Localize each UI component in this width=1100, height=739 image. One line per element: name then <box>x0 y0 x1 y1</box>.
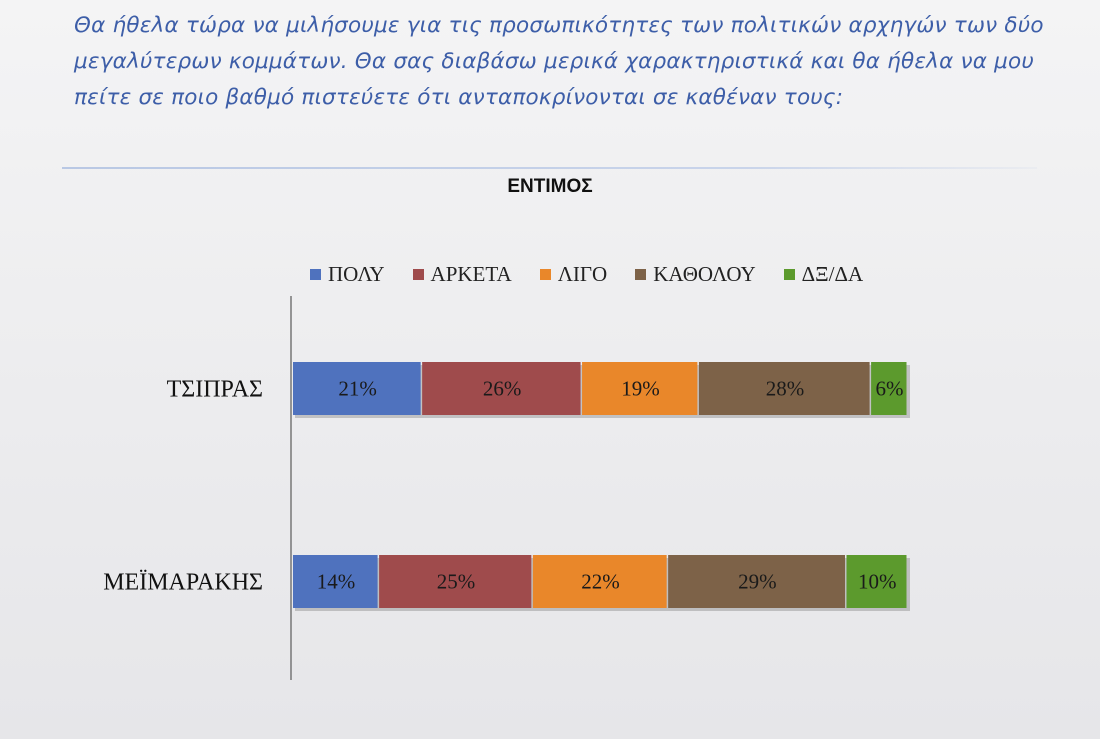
bar-segment <box>846 555 907 608</box>
bar-value-label: 26% <box>483 377 522 401</box>
question-text: Θα ήθελα τώρα να μιλήσουμε για τις προσω… <box>74 13 1044 110</box>
bar-value-label: 6% <box>876 377 904 401</box>
legend-swatch <box>310 269 321 280</box>
bar-value-label: 21% <box>338 377 377 401</box>
bar-value-label: 19% <box>621 377 660 401</box>
bar-segment <box>293 362 421 415</box>
legend-label: ΚΑΘΟΛΟΥ <box>653 262 756 286</box>
legend-swatch <box>783 269 795 280</box>
legend-swatch <box>635 269 647 280</box>
bar-value-label: 14% <box>317 570 356 594</box>
bar-segment <box>668 555 845 608</box>
legend-item-2: ΑΡΚΕΤΑ <box>412 262 512 287</box>
bar-segment <box>871 362 907 415</box>
category-label: ΜΕΪΜΑΡΑΚΗΣ <box>103 570 263 596</box>
bar-segment <box>422 362 581 415</box>
bar-segment <box>532 555 667 608</box>
legend-label: ΔΞ/ΔΑ <box>801 262 864 286</box>
chart-title: ΕΝΤΙΜΟΣ <box>507 176 593 197</box>
bar-value-label: 25% <box>437 570 476 594</box>
bar-value-label: 10% <box>858 570 897 594</box>
bar-value-label: 28% <box>766 377 805 401</box>
legend-swatch <box>412 269 424 280</box>
bar-segment <box>698 362 870 415</box>
legend-swatch <box>539 269 551 280</box>
bar-segment <box>379 555 532 608</box>
header-divider <box>62 167 1037 169</box>
legend-item-5: ΔΞ/ΔΑ <box>783 262 864 287</box>
bar-value-label: 29% <box>738 570 777 594</box>
bar-value-label: 22% <box>581 570 620 594</box>
bar-segment <box>293 555 378 608</box>
legend-item-4: ΚΑΘΟΛΟΥ <box>635 262 756 287</box>
legend-label: ΑΡΚΕΤΑ <box>430 262 512 286</box>
legend-item-1: ΠΟΛΥ <box>310 262 385 287</box>
legend-label: ΛΙΓΟ <box>557 262 608 286</box>
category-label: ΤΣΙΠΡΑΣ <box>167 377 263 403</box>
chart-legend: ΠΟΛΥ ΑΡΚΕΤΑ ΛΙΓΟ ΚΑΘΟΛΟΥ ΔΞ/ΔΑ <box>310 262 863 287</box>
legend-label: ΠΟΛΥ <box>328 262 385 286</box>
legend-item-3: ΛΙΓΟ <box>539 262 608 287</box>
bar-segment <box>582 362 698 415</box>
